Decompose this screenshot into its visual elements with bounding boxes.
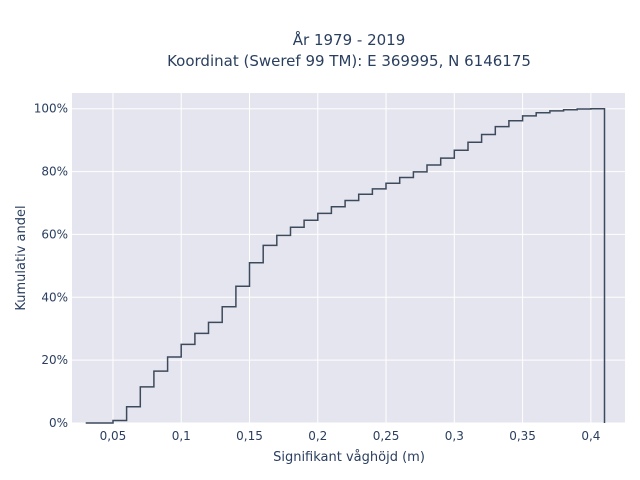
chart-title-line2: Koordinat (Sweref 99 TM): E 369995, N 61… [167, 52, 531, 70]
x-tick-label: 0,1 [172, 429, 191, 443]
x-tick-label: 0,2 [308, 429, 327, 443]
plot-area [72, 93, 625, 423]
chart-title-line1: År 1979 - 2019 [293, 30, 406, 49]
x-tick-label: 0,35 [509, 429, 536, 443]
y-tick-label: 0% [49, 416, 68, 430]
x-tick-label: 0,4 [581, 429, 600, 443]
x-tick-label: 0,15 [236, 429, 263, 443]
x-tick-label: 0,25 [373, 429, 400, 443]
cdf-series-line [85, 107, 606, 424]
y-tick-label: 60% [41, 227, 68, 241]
x-tick-label: 0,3 [445, 429, 464, 443]
grid [72, 93, 625, 424]
y-axis-label: Kumulativ andel [14, 205, 29, 310]
y-tick-label: 40% [41, 290, 68, 304]
x-axis-label: Signifikant våghöjd (m) [273, 450, 425, 465]
x-tick-label: 0,05 [100, 429, 127, 443]
y-tick-label: 20% [41, 353, 68, 367]
y-tick-label: 80% [41, 165, 68, 179]
y-tick-label: 100% [34, 102, 68, 116]
y-axis-ticks: 0% 20% 40% 60% 80% 100% [34, 102, 68, 430]
x-axis-ticks: 0,05 0,1 0,15 0,2 0,25 0,3 0,35 0,4 [100, 429, 601, 443]
